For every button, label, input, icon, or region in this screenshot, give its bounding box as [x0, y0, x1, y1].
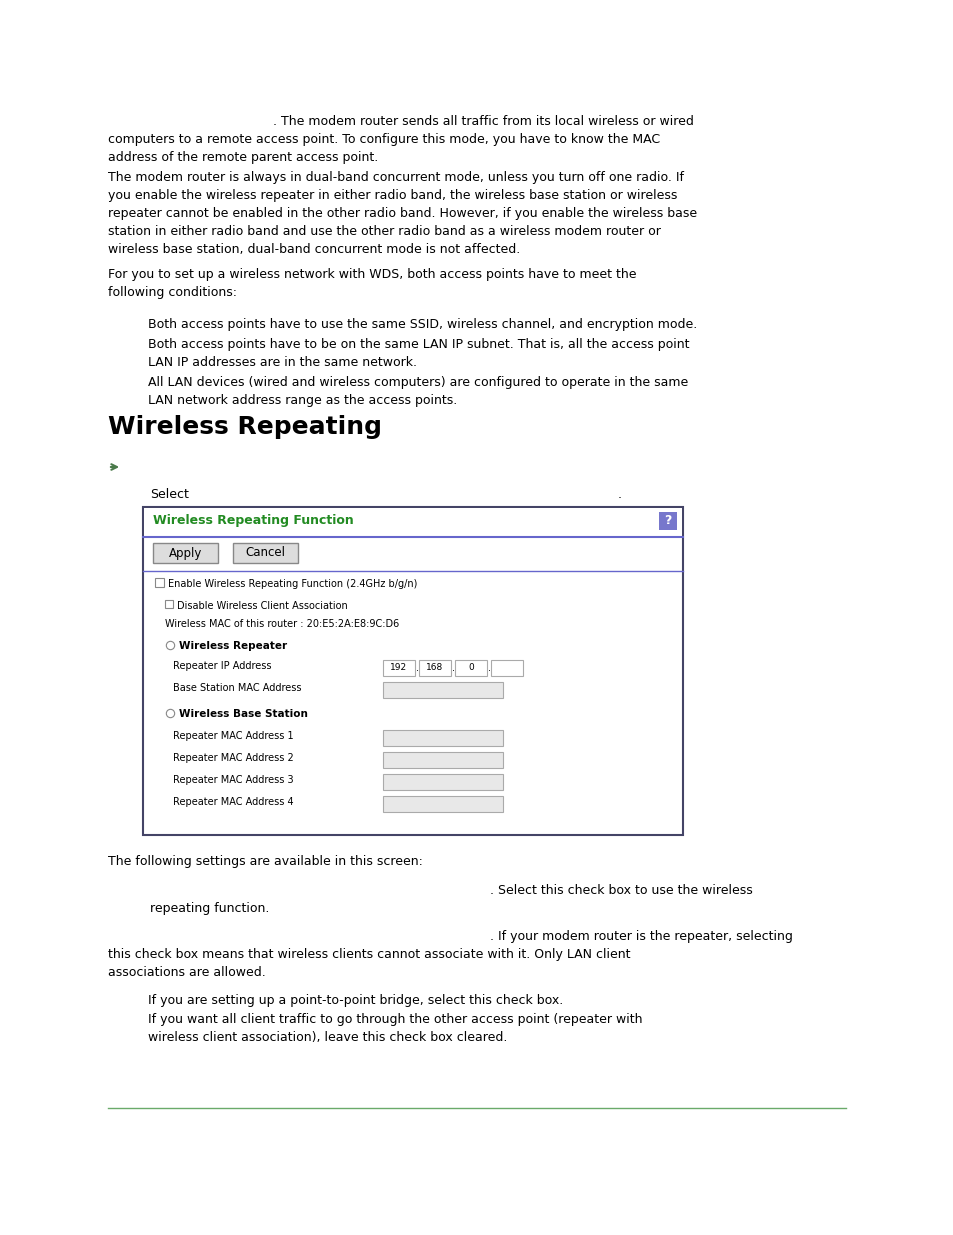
Text: . If your modem router is the repeater, selecting: . If your modem router is the repeater, …	[490, 930, 792, 944]
Text: Wireless Repeater: Wireless Repeater	[179, 641, 287, 651]
Text: Apply: Apply	[169, 547, 202, 559]
Bar	[382, 682, 502, 698]
Text: Both access points have to use the same SSID, wireless channel, and encryption m: Both access points have to use the same …	[148, 317, 697, 331]
Bar	[382, 797, 502, 811]
Text: repeating function.: repeating function.	[150, 902, 269, 915]
Text: Repeater MAC Address 2: Repeater MAC Address 2	[172, 753, 294, 763]
Text: 168: 168	[426, 663, 443, 673]
Bar	[143, 508, 682, 835]
Text: associations are allowed.: associations are allowed.	[108, 966, 266, 979]
Bar	[152, 543, 218, 563]
Bar	[491, 659, 522, 676]
Text: ?: ?	[663, 515, 671, 527]
Text: 192: 192	[390, 663, 407, 673]
Text: For you to set up a wireless network with WDS, both access points have to meet t: For you to set up a wireless network wit…	[108, 268, 636, 282]
Text: LAN IP addresses are in the same network.: LAN IP addresses are in the same network…	[148, 356, 416, 369]
Text: Repeater IP Address: Repeater IP Address	[172, 661, 272, 671]
Bar	[418, 659, 451, 676]
Text: The modem router is always in dual-band concurrent mode, unless you turn off one: The modem router is always in dual-band …	[108, 170, 683, 184]
Text: Repeater MAC Address 3: Repeater MAC Address 3	[172, 776, 294, 785]
Bar	[382, 774, 502, 790]
Text: Disable Wireless Client Association: Disable Wireless Client Association	[177, 601, 348, 611]
Text: . Select this check box to use the wireless: . Select this check box to use the wirel…	[490, 884, 752, 897]
Text: Both access points have to be on the same LAN IP subnet. That is, all the access: Both access points have to be on the sam…	[148, 338, 689, 351]
Bar	[455, 659, 486, 676]
Bar	[382, 752, 502, 768]
Text: .: .	[618, 488, 621, 501]
Text: Repeater MAC Address 1: Repeater MAC Address 1	[172, 731, 294, 741]
Bar	[382, 730, 502, 746]
Bar	[233, 543, 297, 563]
Bar	[154, 578, 164, 587]
Text: you enable the wireless repeater in either radio band, the wireless base station: you enable the wireless repeater in eith…	[108, 189, 677, 203]
Text: following conditions:: following conditions:	[108, 287, 236, 299]
Bar	[165, 600, 172, 608]
Text: 0: 0	[468, 663, 474, 673]
Text: The following settings are available in this screen:: The following settings are available in …	[108, 855, 422, 868]
Text: this check box means that wireless clients cannot associate with it. Only LAN cl: this check box means that wireless clien…	[108, 948, 630, 961]
Text: Wireless MAC of this router : 20:E5:2A:E8:9C:D6: Wireless MAC of this router : 20:E5:2A:E…	[165, 619, 399, 629]
Bar	[144, 508, 681, 536]
Text: computers to a remote access point. To configure this mode, you have to know the: computers to a remote access point. To c…	[108, 133, 659, 146]
Text: Wireless Base Station: Wireless Base Station	[179, 709, 308, 719]
Text: .: .	[416, 663, 418, 673]
Text: Base Station MAC Address: Base Station MAC Address	[172, 683, 301, 693]
Text: repeater cannot be enabled in the other radio band. However, if you enable the w: repeater cannot be enabled in the other …	[108, 207, 697, 220]
Text: Repeater MAC Address 4: Repeater MAC Address 4	[172, 797, 294, 806]
Text: wireless client association), leave this check box cleared.: wireless client association), leave this…	[148, 1031, 507, 1044]
Bar	[659, 513, 677, 530]
Text: .: .	[488, 663, 491, 673]
Text: Wireless Repeating: Wireless Repeating	[108, 415, 381, 438]
Text: station in either radio band and use the other radio band as a wireless modem ro: station in either radio band and use the…	[108, 225, 660, 238]
Bar	[382, 659, 415, 676]
Text: Enable Wireless Repeating Function (2.4GHz b/g/n): Enable Wireless Repeating Function (2.4G…	[168, 579, 417, 589]
Text: . The modem router sends all traffic from its local wireless or wired: . The modem router sends all traffic fro…	[273, 115, 693, 128]
Text: Wireless Repeating Function: Wireless Repeating Function	[152, 514, 354, 527]
Text: All LAN devices (wired and wireless computers) are configured to operate in the : All LAN devices (wired and wireless comp…	[148, 375, 687, 389]
Text: Cancel: Cancel	[245, 547, 285, 559]
Text: If you want all client traffic to go through the other access point (repeater wi: If you want all client traffic to go thr…	[148, 1013, 641, 1026]
Text: If you are setting up a point-to-point bridge, select this check box.: If you are setting up a point-to-point b…	[148, 994, 562, 1007]
Text: wireless base station, dual-band concurrent mode is not affected.: wireless base station, dual-band concurr…	[108, 243, 519, 256]
Text: .: .	[452, 663, 455, 673]
Text: Select: Select	[150, 488, 189, 501]
Text: LAN network address range as the access points.: LAN network address range as the access …	[148, 394, 456, 408]
Text: address of the remote parent access point.: address of the remote parent access poin…	[108, 151, 377, 164]
